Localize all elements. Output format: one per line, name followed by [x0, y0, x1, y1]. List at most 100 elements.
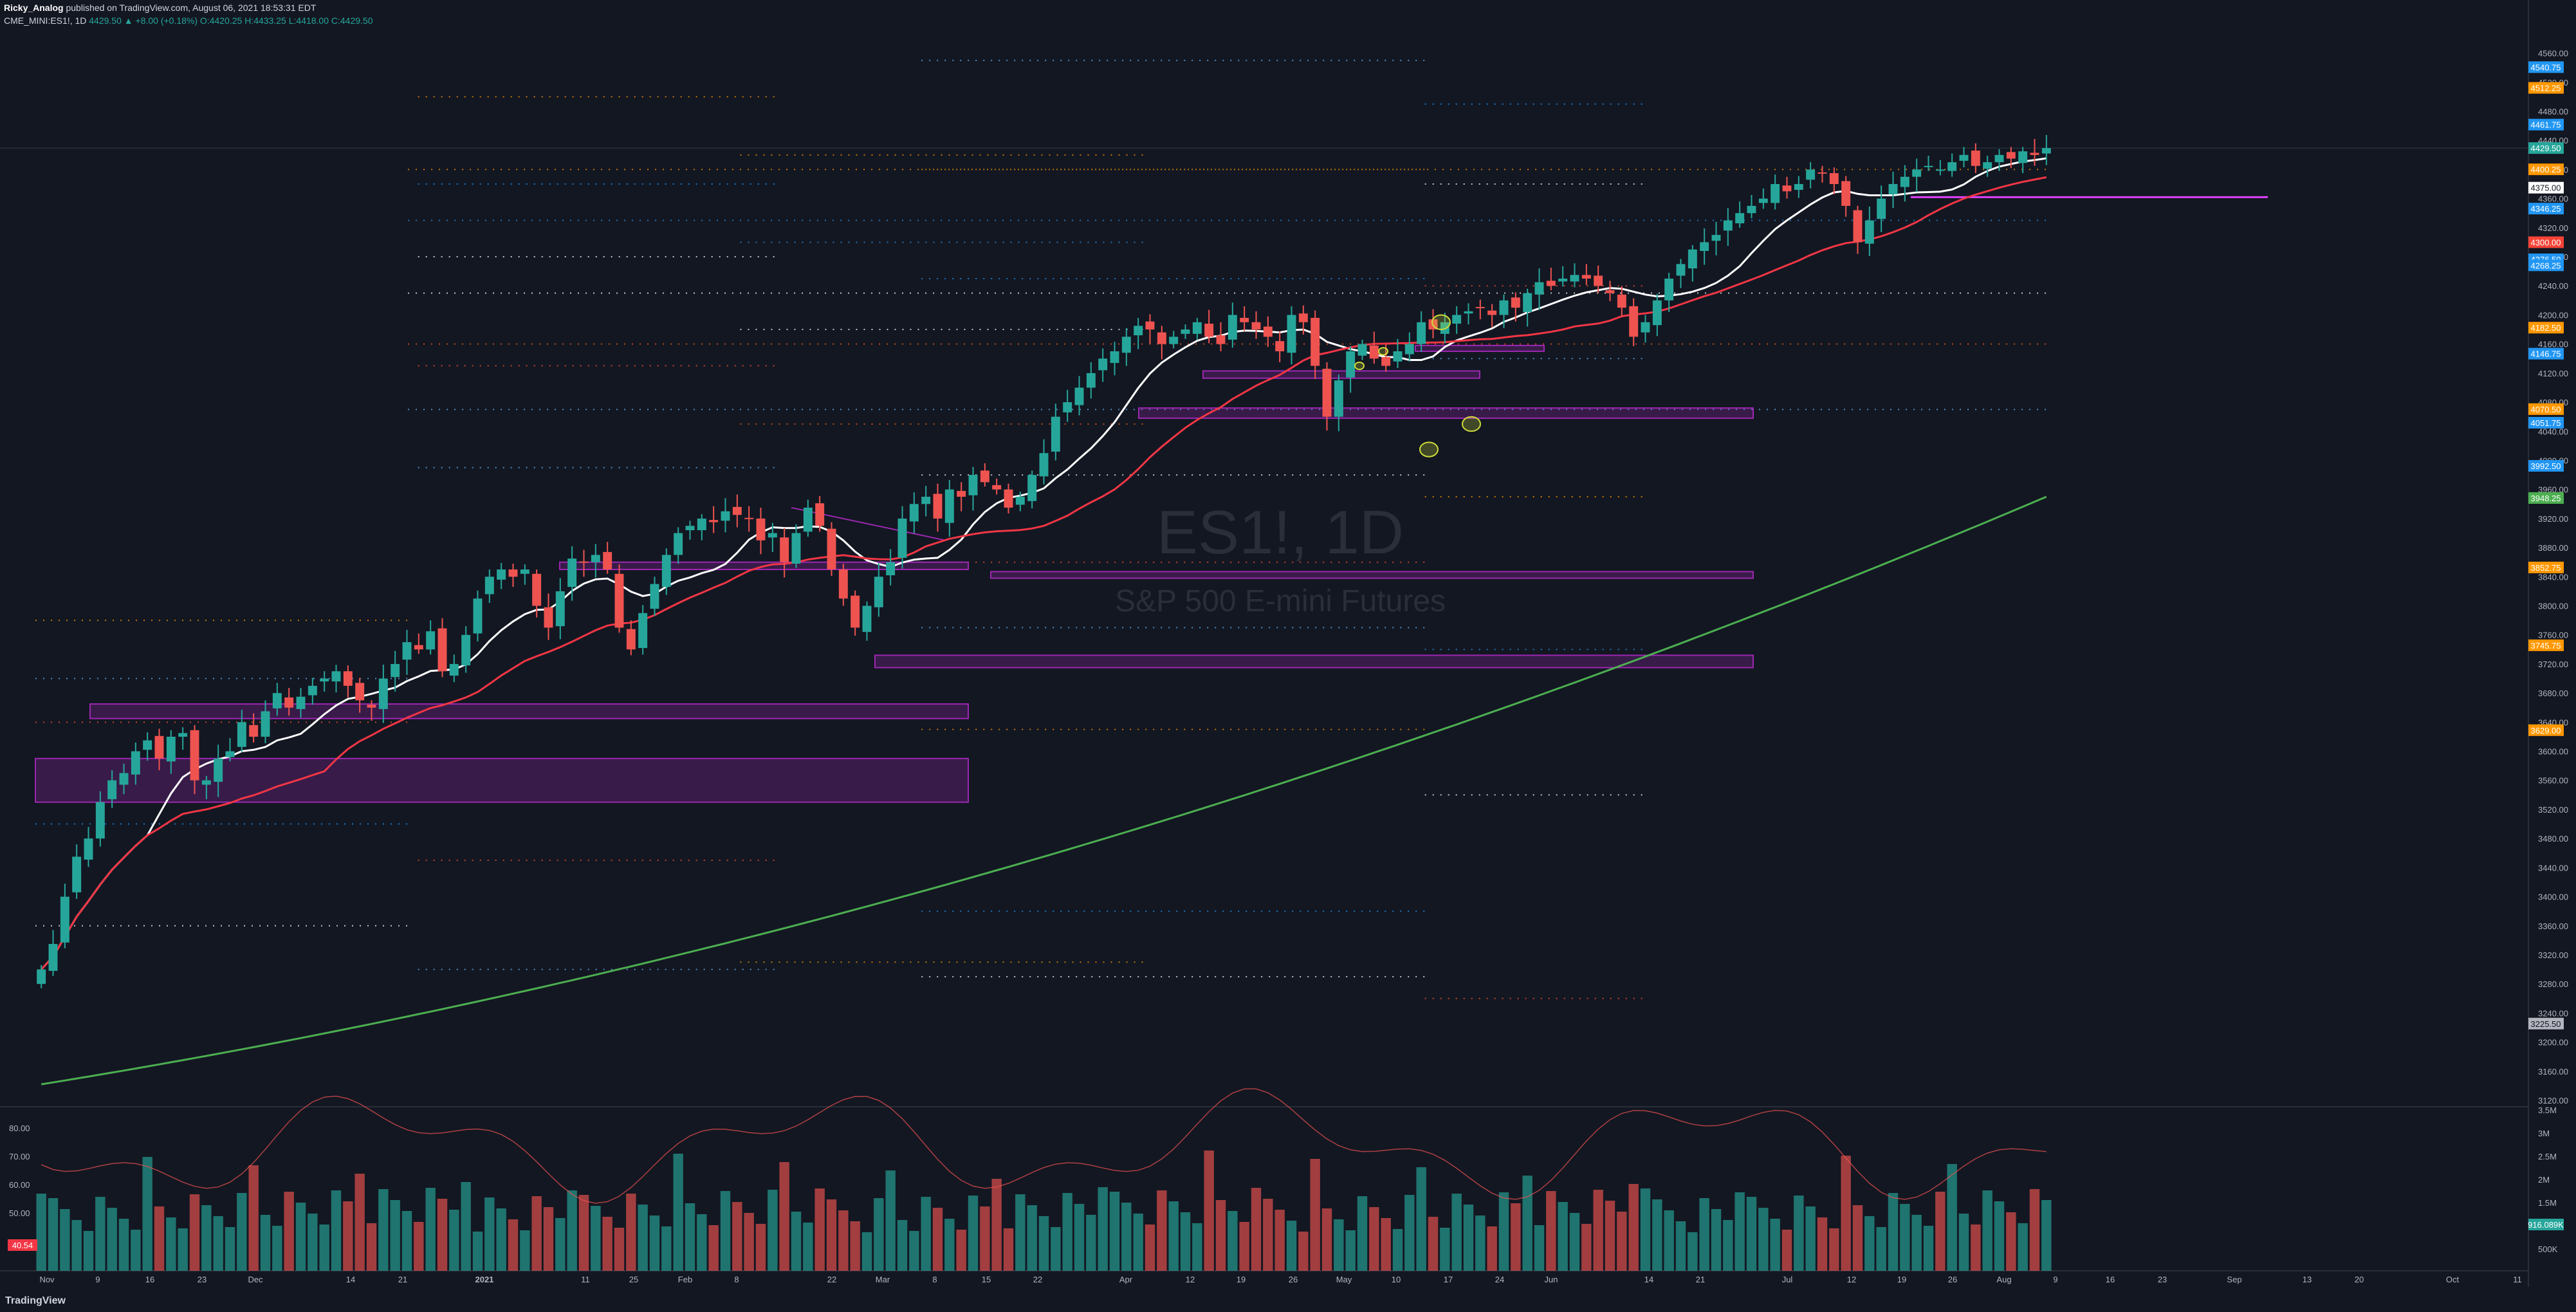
volume-bar — [2006, 1212, 2016, 1271]
volume-bar — [1357, 1196, 1368, 1271]
volume-bar — [1581, 1224, 1592, 1271]
rsi-tick-label: 80.00 — [9, 1123, 30, 1133]
candle-body — [1652, 300, 1662, 326]
symbol-name[interactable]: CME_MINI:ES1!, 1D — [4, 15, 87, 26]
candle-body — [402, 642, 412, 660]
candle-body — [1817, 172, 1827, 174]
candle-body — [1794, 184, 1803, 190]
volume-bar — [791, 1212, 802, 1271]
candle-body — [532, 573, 542, 606]
volume-bar — [1310, 1159, 1320, 1271]
candle-body — [1782, 185, 1792, 192]
ma-fast-line — [41, 157, 2047, 970]
candle-body — [1063, 402, 1072, 412]
candle-body — [1511, 297, 1520, 308]
candle-body — [992, 485, 1002, 490]
candles[interactable] — [37, 134, 2051, 988]
time-axis[interactable]: Nov 9 16 23 Dec 14 21 2021 11 25 Feb 8 22 Mar 8 15 22 Apr… — [39, 1275, 2521, 1284]
time-tick-label: 25 — [629, 1275, 638, 1284]
volume-bar — [390, 1200, 400, 1271]
volume-tick-label: 3.5M — [2538, 1105, 2557, 1115]
candle-body — [378, 678, 388, 709]
candle-body — [1570, 275, 1579, 282]
tradingview-logo[interactable]: TradingView — [5, 1295, 66, 1306]
candle-body — [237, 722, 246, 747]
candle-body — [1381, 357, 1391, 366]
candle-body — [131, 751, 140, 775]
volume-bar — [496, 1208, 506, 1271]
candle-body — [1393, 351, 1403, 362]
price-tick-label: 4320.00 — [2538, 223, 2568, 233]
candle-body — [225, 751, 235, 757]
candle-body — [1134, 326, 1143, 336]
volume-bar — [131, 1230, 141, 1271]
candle-body — [355, 683, 365, 701]
volume-bar — [378, 1189, 389, 1271]
volume-bar — [1617, 1212, 1627, 1271]
volume-bar — [461, 1182, 471, 1271]
candle-body — [1204, 324, 1214, 337]
candle-body — [661, 555, 671, 587]
candle-body — [1605, 290, 1615, 293]
candle-body — [1723, 220, 1733, 231]
volume-bar — [1746, 1197, 1757, 1271]
volume-bar — [1062, 1193, 1072, 1271]
candle-body — [674, 533, 683, 555]
price-axis[interactable]: 4560.004520.004480.004440.004400.004360.… — [2528, 49, 2568, 1105]
volume-tick-label: 1.5M — [2538, 1198, 2557, 1208]
candle-body — [1027, 475, 1037, 501]
time-tick-label: 12 — [1847, 1275, 1856, 1284]
price-badge-label: 4051.75 — [2531, 418, 2561, 428]
candle-body — [638, 613, 648, 649]
price-tick-label: 3520.00 — [2538, 805, 2568, 815]
candle-body — [803, 507, 813, 532]
candle-body — [1806, 169, 1816, 180]
volume-bar — [1781, 1230, 1792, 1271]
candle-body — [1534, 282, 1544, 295]
time-tick-label: 19 — [1897, 1275, 1906, 1284]
candle-body — [484, 577, 494, 595]
candle-body — [1594, 275, 1603, 286]
candle-body — [214, 758, 223, 782]
price-badge — [2528, 459, 2564, 472]
candle-body — [697, 518, 706, 530]
candle-body — [1287, 315, 1296, 353]
volume-bar — [838, 1210, 849, 1271]
ohlc-low: L:4418.00 — [288, 15, 329, 26]
price-tick-label: 4040.00 — [2538, 427, 2568, 436]
volume-bar — [248, 1165, 259, 1271]
candle-body — [2006, 152, 2016, 159]
candle-body — [1617, 294, 1626, 308]
volume-bar — [189, 1194, 200, 1271]
price-badge-label: 4540.75 — [2531, 62, 2561, 72]
candle-body — [957, 490, 966, 497]
volume-bar — [1475, 1215, 1486, 1271]
volume-bar — [1051, 1227, 1061, 1271]
candle-body — [1240, 317, 1249, 322]
candle-body — [1298, 313, 1308, 322]
price-badge-label: 3948.25 — [2531, 494, 2561, 503]
price-badge — [2528, 561, 2564, 573]
volume-bar — [484, 1197, 495, 1271]
price-badge-label: 4375.00 — [2531, 183, 2561, 193]
rsi-tick-label: 50.00 — [9, 1208, 30, 1218]
candle-body — [2018, 151, 2028, 163]
volume-bar — [1345, 1230, 1356, 1271]
price-tick-label: 3120.00 — [2538, 1096, 2568, 1105]
volume-bar — [1888, 1193, 1899, 1271]
volume-bar — [1074, 1204, 1085, 1271]
candle-body — [1983, 162, 1992, 169]
candle-body — [1853, 210, 1863, 243]
candle-body — [84, 838, 93, 860]
price-tick-label: 3440.00 — [2538, 863, 2568, 873]
candle-body — [1700, 242, 1709, 251]
volume-bar — [237, 1193, 247, 1271]
author[interactable]: Ricky_Analog — [4, 3, 64, 13]
price-badge-label: 4400.25 — [2531, 165, 2561, 174]
candle-body — [933, 494, 943, 519]
volume-bar — [1605, 1201, 1615, 1271]
candle-body — [1829, 173, 1839, 185]
volume-bar — [178, 1228, 188, 1271]
candle-body — [1711, 235, 1721, 241]
